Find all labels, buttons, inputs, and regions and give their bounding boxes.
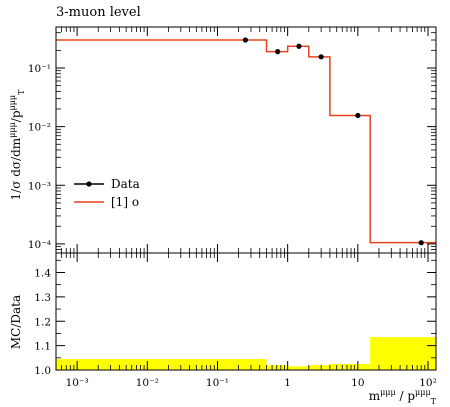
data-point (418, 240, 424, 246)
data-point (318, 54, 324, 60)
x-tick-label: 10² (419, 377, 437, 389)
data-point (296, 43, 302, 49)
ratio-y-axis-label: MC/Data (9, 295, 23, 349)
data-point (275, 49, 281, 55)
svg-text:mμμμ / pμμμTm^{μμμ}/p_T^{μμμ}: mμμμ / pμμμTm^{μμμ}/p_T^{μμμ} (369, 388, 437, 406)
ratio-frame (55, 252, 437, 371)
ratio-band-bin (370, 337, 436, 370)
x-axis-label: mμμμ / pμμμTm^{μμμ}/p_T^{μμμ} (369, 388, 437, 406)
svg-text:1/σ dσ/dmμμμ/pμμμT1/σ dσ/dm^{μ: 1/σ dσ/dmμμμ/pμμμT1/σ dσ/dm^{μμμ}/p_T^{μ… (8, 89, 26, 201)
x-tick-label: 10⁻² (136, 377, 159, 389)
mc-step-line (56, 39, 436, 244)
legend: Data [1] o (74, 177, 140, 209)
ratio-y-tick-label: 1.1 (34, 341, 51, 353)
data-point (355, 112, 361, 119)
ratio-panel: 1.0 1.1 1.2 1.3 1.4 10⁻³ 10⁻² 10⁻¹ 1 10 10² (34, 252, 437, 389)
main-y-tick-label: 10⁻³ (28, 180, 51, 192)
x-tick-label: 10⁻³ (66, 377, 89, 389)
ratio-band-bin (329, 363, 371, 370)
legend-label-data: Data (111, 177, 140, 191)
ratio-y-tick-label: 1.4 (34, 268, 51, 280)
main-y-axis-label: 1/σ dσ/dmμμμ/pμμμT1/σ dσ/dm^{μμμ}/p_T^{μ… (8, 89, 26, 201)
x-tick-label: 1 (284, 377, 291, 389)
legend-data-marker (86, 181, 92, 187)
ratio-band-bin (287, 366, 309, 370)
main-y-tick-label: 10⁻² (28, 122, 51, 134)
ratio-y-tick-label: 1.3 (34, 292, 51, 304)
x-tick-label: 10⁻¹ (206, 377, 229, 389)
main-panel: 10⁻⁴ 10⁻³ 10⁻² 10⁻¹ (28, 26, 437, 254)
main-frame (55, 26, 437, 254)
legend-label-mc: [1] o (111, 195, 139, 209)
ratio-y-tick-label: 1.2 (34, 316, 51, 328)
main-y-tick-label: 10⁻¹ (28, 63, 51, 75)
x-tick-label: 10 (351, 377, 364, 389)
figure-title: 3-muon level (56, 5, 141, 20)
main-y-tick-label: 10⁻⁴ (28, 239, 51, 251)
ratio-y-tick-label: 1.0 (34, 365, 51, 377)
ratio-band-bin (56, 359, 267, 370)
data-point (242, 37, 249, 43)
ratio-band-bin (308, 365, 330, 370)
svg-text:MC/Data: MC/Data (9, 295, 23, 349)
